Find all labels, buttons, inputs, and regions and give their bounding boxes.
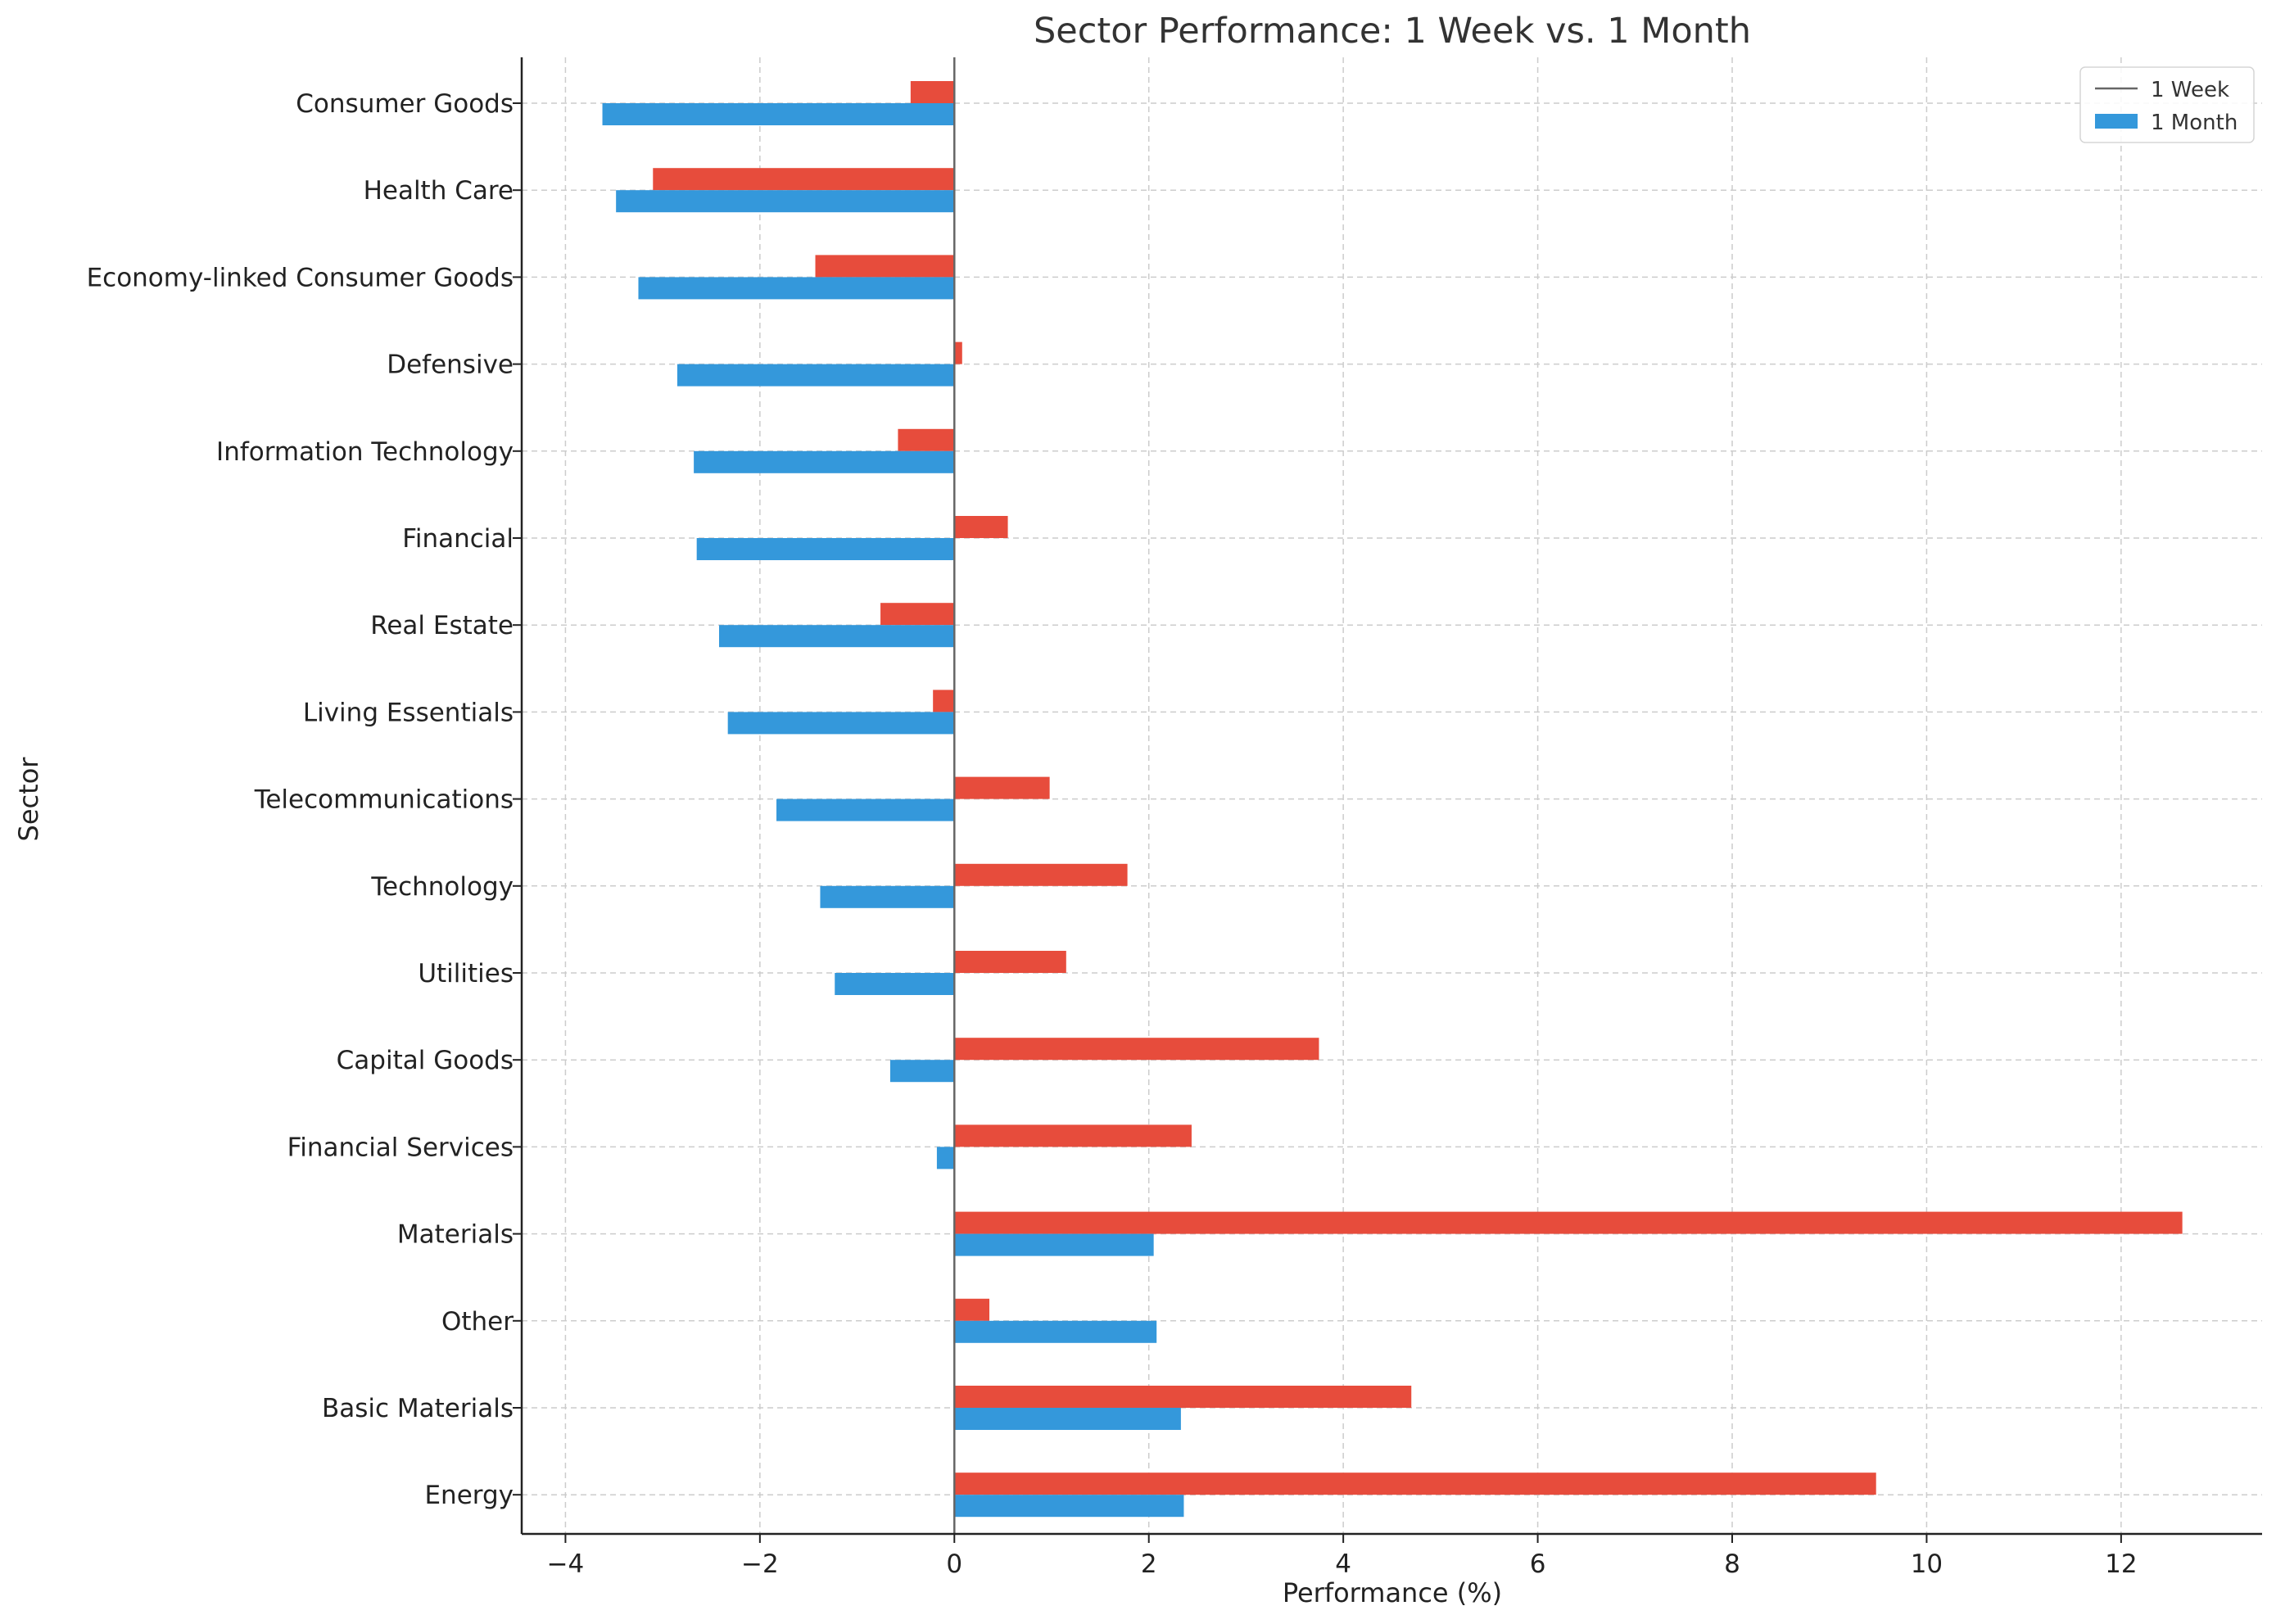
y-axis-label: Sector [13, 757, 44, 842]
bar-1-week [954, 1211, 2183, 1234]
x-tick-label: 10 [1911, 1549, 1943, 1579]
bar-1-month [954, 1233, 1154, 1256]
bar-1-week [653, 168, 955, 191]
legend: 1 Week 1 Month [2079, 66, 2255, 143]
y-tick-label: Living Essentials [303, 698, 514, 727]
bar-1-week [954, 1298, 990, 1321]
bar-1-week [954, 1472, 1876, 1495]
y-tick-label: Financial [402, 524, 514, 554]
bar-1-month [727, 712, 955, 735]
x-tick-label: 12 [2105, 1549, 2137, 1579]
bar-1-month [954, 1320, 1157, 1343]
legend-label-1-week: 1 Week [2151, 78, 2229, 102]
x-tick-label: 0 [946, 1549, 962, 1579]
y-tick-label: Information Technology [216, 437, 514, 467]
legend-swatch-1-month [2095, 114, 2138, 129]
bar-1-week [954, 1124, 1192, 1147]
bar-1-month [696, 538, 955, 560]
y-tick-label: Basic Materials [322, 1394, 514, 1423]
y-tick-label: Utilities [418, 959, 514, 988]
y-tick-label: Technology [370, 872, 514, 902]
bar-1-month [820, 885, 955, 908]
y-tick-label: Health Care [364, 176, 514, 206]
y-tick-label: Financial Services [287, 1133, 514, 1162]
y-tick-label: Materials [397, 1220, 514, 1250]
bar-1-week [954, 951, 1066, 973]
bar-1-month [936, 1147, 955, 1169]
bar-1-month [638, 277, 955, 300]
bar-1-month [616, 190, 955, 213]
x-tick-label: 6 [1530, 1549, 1546, 1579]
bar-1-month [954, 1408, 1181, 1430]
bar-1-week [910, 81, 955, 103]
bars-layer [602, 81, 2183, 1518]
bar-1-month [676, 364, 955, 387]
bar-1-week [954, 776, 1050, 799]
bar-1-week [880, 603, 955, 626]
bar-1-month [835, 973, 955, 995]
y-tick-label: Real Estate [370, 611, 514, 640]
axes-layer: −4 −2 0 2 4 6 8 10 12 Consumer Goods Health Care Ec… [87, 57, 2262, 1579]
bar-1-month [718, 625, 955, 648]
bar-1-month [889, 1060, 955, 1083]
bar-1-month [602, 103, 955, 125]
bar-1-week [898, 428, 955, 451]
bar-1-month [776, 798, 955, 821]
y-tick-label: Consumer Goods [296, 89, 514, 119]
chart-title: Sector Performance: 1 Week vs. 1 Month [1034, 11, 1751, 52]
y-tick-label: Telecommunications [254, 785, 514, 815]
bar-1-week [815, 255, 955, 278]
y-tick-label: Defensive [387, 351, 514, 380]
y-tick-label: Economy-linked Consumer Goods [87, 263, 514, 292]
bar-1-week [954, 516, 1008, 538]
x-tick-label: −4 [547, 1549, 585, 1579]
y-tick-label: Energy [424, 1481, 514, 1510]
bar-1-week [933, 690, 955, 712]
bar-1-week [954, 342, 962, 364]
bar-1-week [954, 863, 1128, 886]
bar-1-week [954, 1038, 1319, 1061]
x-tick-label: 4 [1335, 1549, 1351, 1579]
bar-1-month [694, 450, 955, 473]
bar-1-month [954, 1495, 1184, 1518]
x-tick-label: −2 [741, 1549, 779, 1579]
bar-1-week [954, 1386, 1412, 1408]
legend-label-1-month: 1 Month [2151, 111, 2238, 135]
x-tick-label: 8 [1724, 1549, 1740, 1579]
y-tick-label: Capital Goods [337, 1046, 514, 1075]
x-tick-label: 2 [1141, 1549, 1157, 1579]
x-axis-label: Performance (%) [1283, 1577, 1502, 1608]
y-tick-label: Other [441, 1307, 514, 1337]
